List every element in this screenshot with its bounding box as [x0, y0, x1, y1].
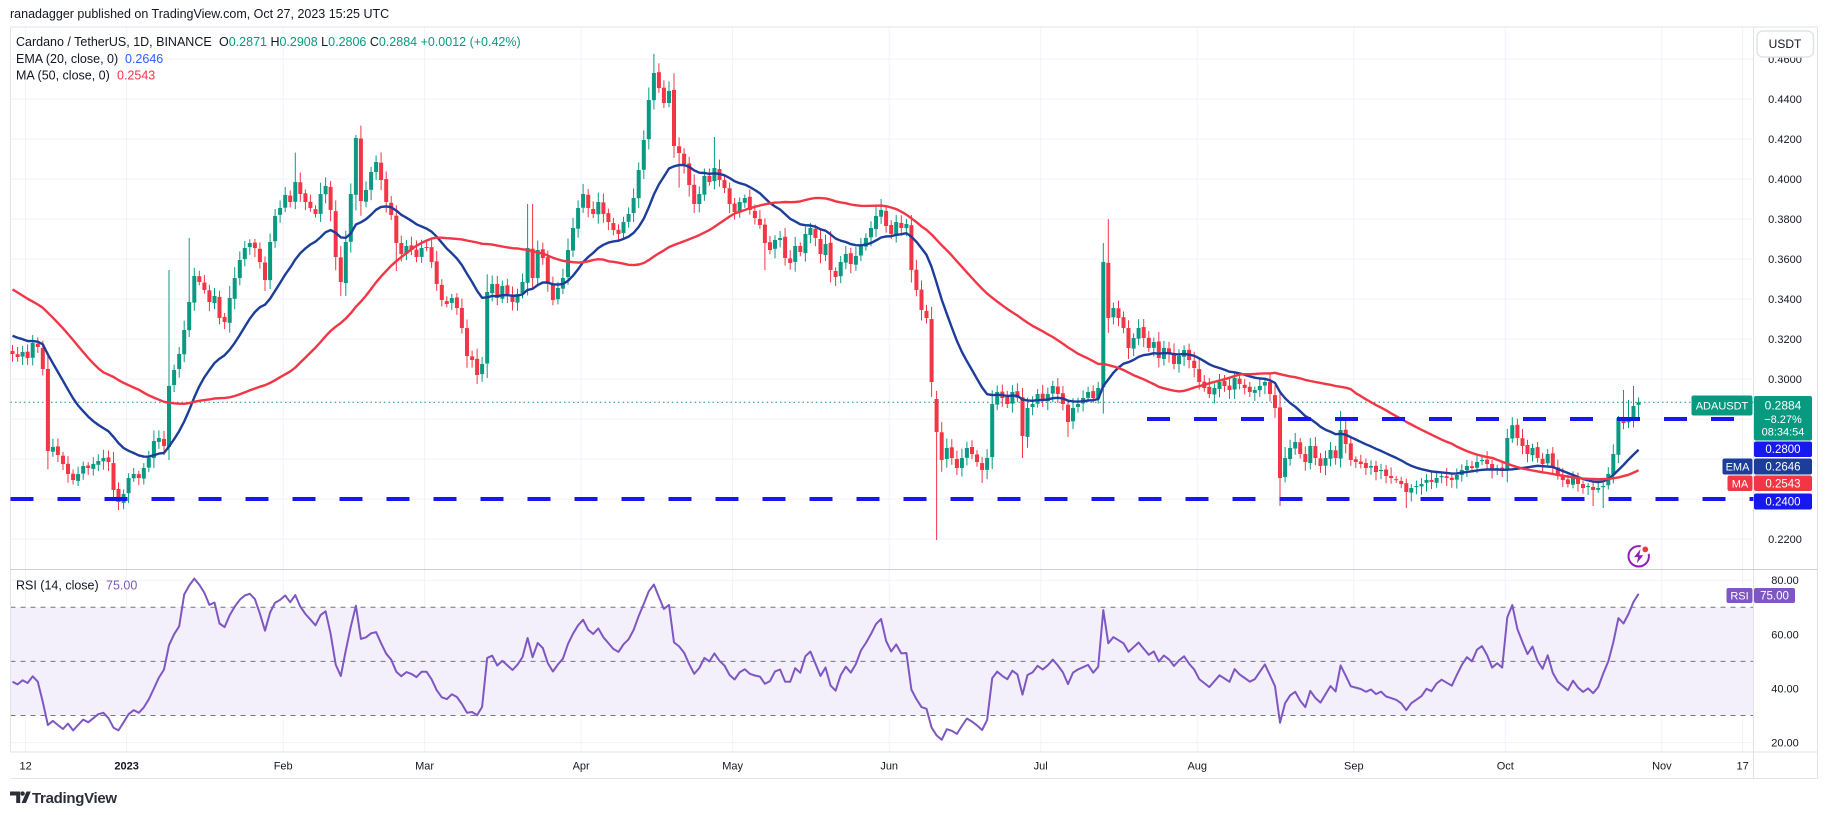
svg-text:0.2543: 0.2543 [117, 69, 155, 83]
svg-text:0.2884: 0.2884 [1765, 399, 1802, 413]
svg-text:0.3200: 0.3200 [1768, 334, 1802, 346]
svg-text:12: 12 [20, 761, 32, 773]
svg-text:17: 17 [1737, 761, 1749, 773]
svg-text:0.3600: 0.3600 [1768, 254, 1802, 266]
svg-text:USDT: USDT [1769, 37, 1802, 51]
svg-text:Mar: Mar [415, 761, 434, 773]
svg-text:Feb: Feb [274, 761, 293, 773]
svg-text:0.4200: 0.4200 [1768, 134, 1802, 146]
svg-text:MA (50, close, 0): MA (50, close, 0) [16, 69, 110, 83]
svg-text:75.00: 75.00 [1760, 591, 1789, 603]
svg-text:0.2646: 0.2646 [1765, 462, 1800, 474]
svg-text:0.4000: 0.4000 [1768, 174, 1802, 186]
svg-text:20.00: 20.00 [1771, 738, 1799, 750]
svg-text:2023: 2023 [114, 761, 138, 773]
svg-text:Jul: Jul [1034, 761, 1048, 773]
svg-text:Aug: Aug [1187, 761, 1207, 773]
svg-text:Nov: Nov [1652, 761, 1672, 773]
svg-text:O0.2871 H0.2908 L0.2806 C0.: O0.2871 H0.2908 L0.2806 C0.2884 +0.0012 … [219, 35, 521, 49]
svg-text:0.3400: 0.3400 [1768, 294, 1802, 306]
svg-text:Oct: Oct [1497, 761, 1514, 773]
svg-text:ranadagger published on Tradin: ranadagger published on TradingView.com,… [10, 7, 389, 21]
svg-text:RSI (14, close): RSI (14, close) [16, 579, 99, 593]
svg-text:0.3000: 0.3000 [1768, 374, 1802, 386]
svg-text:0.2543: 0.2543 [1765, 479, 1800, 491]
svg-text:MA: MA [1732, 479, 1749, 491]
svg-text:0.4400: 0.4400 [1768, 94, 1802, 106]
svg-text:75.00: 75.00 [106, 579, 137, 593]
svg-text:Cardano / TetherUS, 1D, BINANC: Cardano / TetherUS, 1D, BINANCE [16, 35, 212, 49]
svg-text:May: May [722, 761, 743, 773]
svg-text:−8.27%: −8.27% [1764, 414, 1802, 426]
svg-text:0.3800: 0.3800 [1768, 214, 1802, 226]
svg-text:0.2800: 0.2800 [1765, 444, 1800, 456]
svg-text:0.2200: 0.2200 [1768, 534, 1802, 546]
svg-text:TradingView: TradingView [32, 790, 117, 807]
svg-text:Jun: Jun [880, 761, 898, 773]
svg-text:ADAUSDT: ADAUSDT [1696, 401, 1749, 413]
svg-text:40.00: 40.00 [1771, 683, 1799, 695]
svg-text:08:34:54: 08:34:54 [1762, 427, 1805, 439]
svg-text:0.2400: 0.2400 [1765, 497, 1800, 509]
svg-text:60.00: 60.00 [1771, 629, 1799, 641]
svg-text:0.2646: 0.2646 [125, 52, 163, 66]
svg-text:Sep: Sep [1344, 761, 1364, 773]
svg-text:80.00: 80.00 [1771, 575, 1799, 587]
svg-text:Apr: Apr [573, 761, 590, 773]
svg-text:RSI: RSI [1730, 591, 1748, 603]
svg-text:EMA (20, close, 0): EMA (20, close, 0) [16, 52, 118, 66]
svg-text:EMA: EMA [1726, 462, 1751, 474]
